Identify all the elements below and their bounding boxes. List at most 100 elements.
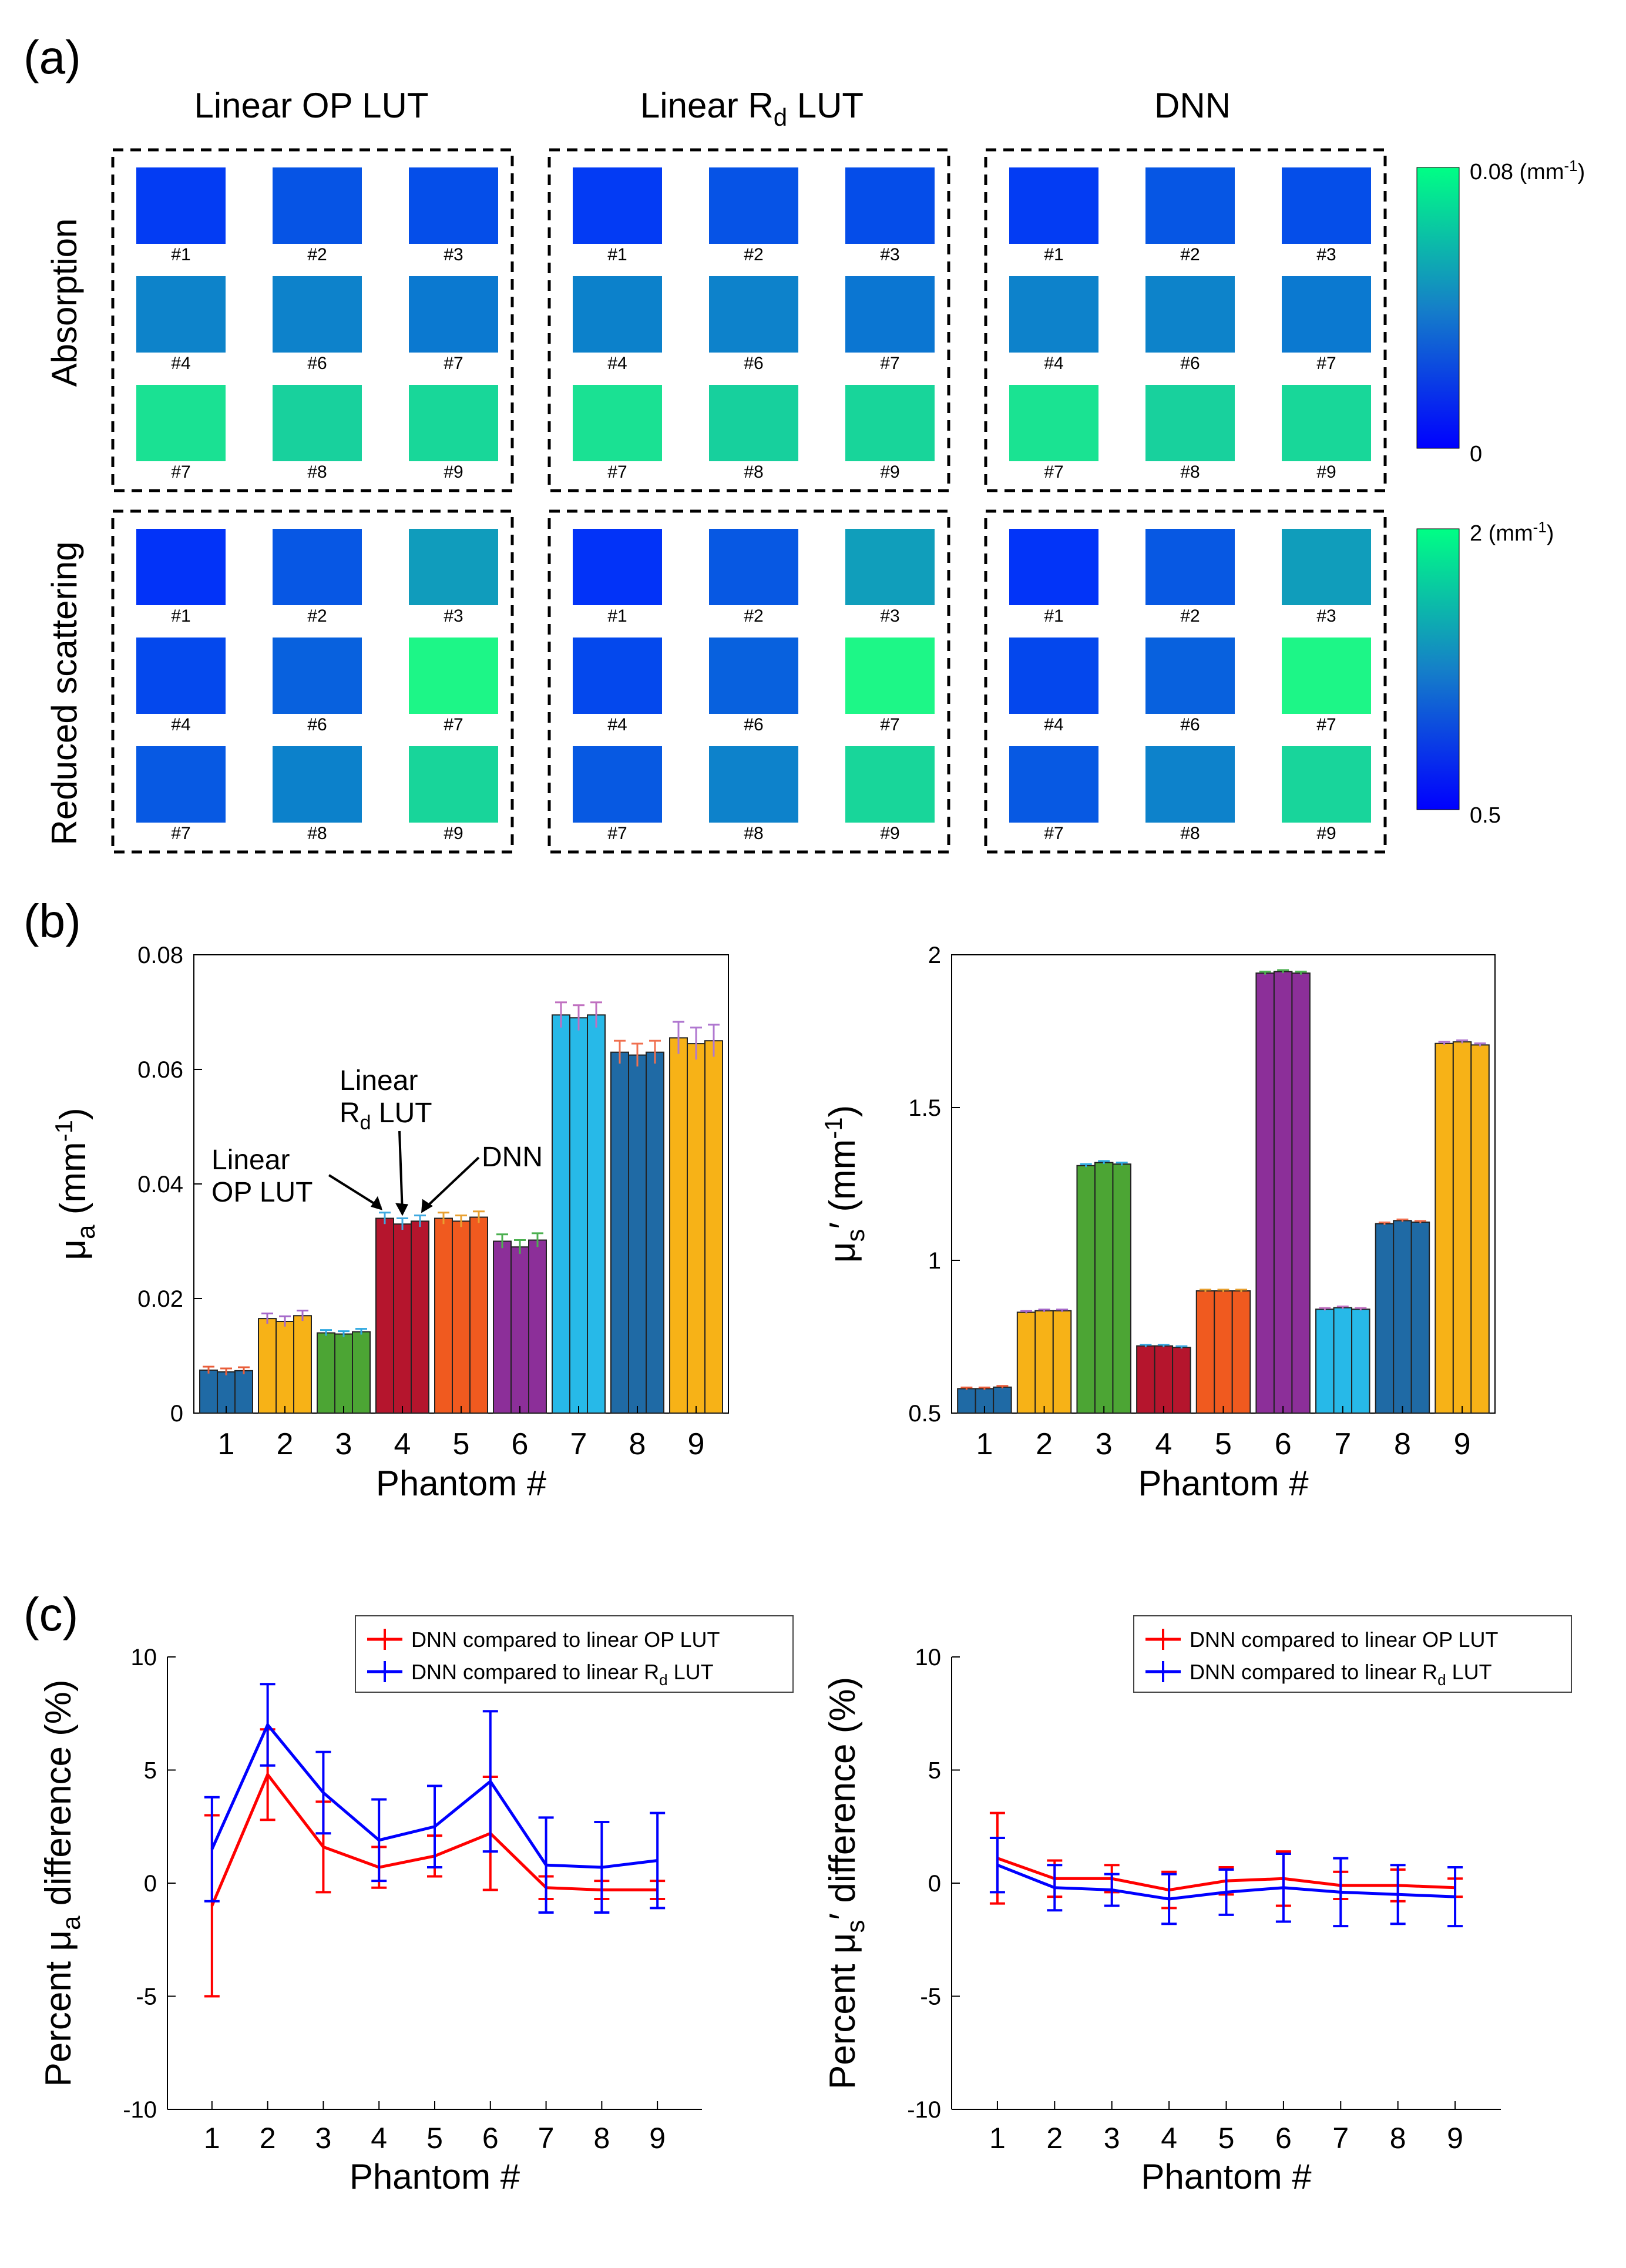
y-tick-label: 10 xyxy=(131,1645,157,1670)
panel-label-a: (a) xyxy=(23,31,81,83)
x-tick-label: 1 xyxy=(218,1427,235,1461)
colorbar-sca-max-label: 2 (mm-1) xyxy=(1470,518,1554,546)
x-tick-label: 5 xyxy=(1215,1427,1232,1461)
x-tick-label: 3 xyxy=(335,1427,352,1461)
bar xyxy=(199,1369,218,1414)
tile-label: #8 xyxy=(307,824,327,843)
x-tick-label: 8 xyxy=(1390,2122,1406,2155)
tile-label: #2 xyxy=(307,245,327,264)
tile-label: #2 xyxy=(1180,606,1200,626)
bar xyxy=(1452,1041,1472,1414)
x-tick-label: 6 xyxy=(1275,1427,1292,1461)
absorption-map-tile xyxy=(709,385,798,461)
tile-label: #2 xyxy=(1180,245,1200,264)
absorption-method-box xyxy=(547,148,950,492)
bar xyxy=(434,1217,453,1414)
scattering-map-tile xyxy=(573,746,662,823)
x-tick-label: 9 xyxy=(688,1427,705,1461)
tile-label: #3 xyxy=(1316,245,1336,264)
x-tick-label: 7 xyxy=(1332,2122,1349,2155)
mua-bar-chart: 0 0.02 0.04 0.06 0.08 1 2 3 4 5 6 7 8 9 Phantom # μa (m… xyxy=(50,942,729,1503)
tile-label: #4 xyxy=(1044,715,1063,734)
y-axis-label: Percent μs′ difference (%) xyxy=(822,1677,870,2089)
absorption-map-tile xyxy=(273,167,362,244)
tile-label: #1 xyxy=(607,606,627,626)
mua-difference-chart: -10 -5 0 5 10 1 2 3 4 5 6 7 8 9 Phantom # Percent μa di… xyxy=(38,1615,794,2196)
tile-label: #9 xyxy=(444,824,463,843)
bar xyxy=(1214,1290,1233,1414)
column-title-op-lut: Linear OP LUT xyxy=(194,86,428,125)
colorbar-abs-max-label: 0.08 (mm-1) xyxy=(1470,157,1585,184)
scattering-map-tile xyxy=(1282,746,1371,823)
scattering-map-tile xyxy=(1145,638,1235,714)
x-tick-label: 4 xyxy=(371,2122,387,2155)
tile-label: #6 xyxy=(744,715,763,734)
scattering-map-tile xyxy=(1145,746,1235,823)
tile-label: #1 xyxy=(607,245,627,264)
absorption-method-box xyxy=(111,148,514,492)
tile-label: #8 xyxy=(1180,462,1200,482)
x-tick-label: 3 xyxy=(315,2122,332,2155)
annotation-rd-lut: Rd LUT xyxy=(340,1098,432,1134)
y-tick-label: 0.02 xyxy=(137,1286,183,1312)
tile-label: #4 xyxy=(1044,354,1063,373)
y-tick-label: -10 xyxy=(907,2097,941,2123)
bar xyxy=(1231,1290,1251,1414)
x-axis-label: Phantom # xyxy=(1141,2157,1312,2196)
y-tick-label: 0 xyxy=(144,1871,157,1897)
scattering-map-tile xyxy=(409,746,498,823)
y-tick-label: 0.06 xyxy=(137,1057,183,1083)
x-tick-label: 3 xyxy=(1096,1427,1113,1461)
column-title-dnn: DNN xyxy=(1154,86,1231,125)
absorption-map-tile xyxy=(573,167,662,244)
y-tick-label: -5 xyxy=(920,1984,941,2010)
scattering-map-tile xyxy=(1282,638,1371,714)
tile-label: #7 xyxy=(880,715,899,734)
x-tick-label: 1 xyxy=(976,1427,993,1461)
y-tick-label: 0 xyxy=(928,1871,941,1897)
scattering-map-tile xyxy=(845,746,935,823)
bar xyxy=(293,1315,312,1414)
bar xyxy=(1410,1222,1430,1414)
absorption-map-tile xyxy=(845,385,935,461)
bar xyxy=(957,1388,976,1414)
tile-label: #6 xyxy=(1180,354,1200,373)
musp-difference-chart: -10 -5 0 5 10 1 2 3 4 5 6 7 8 9 Phantom # Percent μs′ d… xyxy=(822,1615,1572,2196)
annotation-arrow xyxy=(398,1130,404,1214)
x-tick-label: 9 xyxy=(1454,1427,1471,1461)
tile-label: #9 xyxy=(1316,824,1336,843)
tile-label: #8 xyxy=(744,824,763,843)
scattering-map-grid: #1 #2 #3 #4 #6 #7 #7 #8 #9 #1 #2 #3 #4 #6 #7 #7 #8 #9 #1 #2… xyxy=(111,509,1387,854)
colorbar-abs-min-label: 0 xyxy=(1470,442,1482,467)
tile-label: #1 xyxy=(1044,606,1063,626)
x-tick-label: 6 xyxy=(1275,2122,1292,2155)
tile-label: #7 xyxy=(1044,824,1063,843)
legend-entry: DNN compared to linear Rd LUT xyxy=(1190,1660,1492,1689)
tile-label: #1 xyxy=(171,245,190,264)
scattering-map-tile xyxy=(845,638,935,714)
annotation-arrowhead xyxy=(421,1199,433,1213)
legend: DNN compared to linear OP LUT DNN compare… xyxy=(355,1615,794,1693)
bar xyxy=(452,1220,471,1414)
tile-label: #4 xyxy=(607,354,627,373)
tile-label: #8 xyxy=(307,462,327,482)
scattering-map-tile xyxy=(845,529,935,605)
absorption-map-tile xyxy=(1009,276,1098,353)
panel-label-b: (b) xyxy=(23,895,81,947)
x-tick-label: 2 xyxy=(260,2122,276,2155)
scattering-map-tile xyxy=(136,529,226,605)
tile-label: #8 xyxy=(744,462,763,482)
scattering-map-tile xyxy=(136,638,226,714)
x-tick-label: 4 xyxy=(394,1427,411,1461)
tile-label: #1 xyxy=(171,606,190,626)
bar xyxy=(1154,1345,1174,1414)
absorption-map-tile xyxy=(1145,276,1235,353)
bar xyxy=(334,1333,353,1414)
bar xyxy=(1333,1307,1353,1414)
tile-label: #3 xyxy=(444,245,463,264)
scattering-map-tile xyxy=(273,638,362,714)
x-tick-label: 5 xyxy=(1218,2122,1235,2155)
scattering-colorbar: 2 (mm-1) 0.5 xyxy=(1416,518,1554,828)
y-tick-label: 0.04 xyxy=(137,1172,183,1197)
